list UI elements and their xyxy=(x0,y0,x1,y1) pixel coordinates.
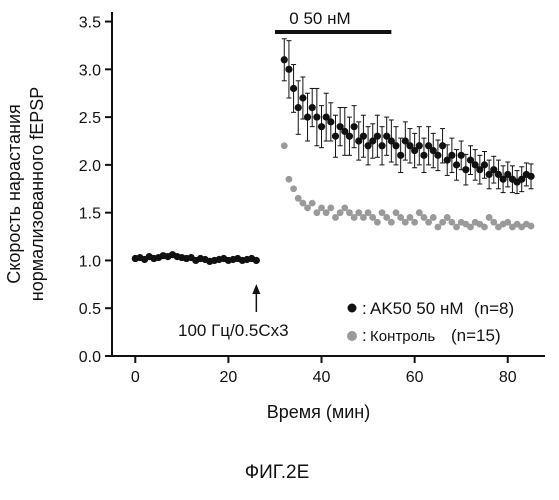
data-point-ak50 xyxy=(253,257,260,264)
data-point-ak50 xyxy=(309,104,316,111)
data-point-ak50 xyxy=(295,104,302,111)
x-tick-label: 60 xyxy=(406,369,424,386)
data-point-control xyxy=(286,176,293,183)
stimulus-label: 100 Гц/0.5Сх3 xyxy=(178,321,289,340)
legend-colon-control: : xyxy=(362,326,367,345)
data-point-ak50 xyxy=(416,142,423,149)
y-tick-label: 0.0 xyxy=(79,349,101,366)
y-axis-ticks: 0.0 0.5 1.0 1.5 2.0 2.5 3.0 3.5 xyxy=(79,15,112,366)
figure-label: ФИГ.2E xyxy=(245,462,310,483)
data-point-control xyxy=(388,219,395,226)
stimulus-arrow-head xyxy=(252,284,260,294)
data-point-ak50 xyxy=(374,133,381,140)
data-point-control xyxy=(481,224,488,231)
data-point-ak50 xyxy=(290,85,297,92)
y-axis-title: Скорость нарастания нормализованного fEP… xyxy=(4,87,47,301)
y-tick-label: 3.5 xyxy=(79,15,101,32)
data-point-ak50 xyxy=(458,152,465,159)
y-tick-label: 0.5 xyxy=(79,301,101,318)
data-point-ak50 xyxy=(332,133,339,140)
y-axis-title-line-2: нормализованного fEPSP xyxy=(27,87,47,301)
data-point-control xyxy=(309,200,316,207)
legend-label-ak50: AK50 50 нМ xyxy=(370,299,464,318)
data-point-ak50 xyxy=(360,133,367,140)
legend-n-control: (n=15) xyxy=(451,326,501,345)
y-tick-label: 3.0 xyxy=(79,62,101,79)
data-point-control xyxy=(374,219,381,226)
y-tick-label: 2.0 xyxy=(79,158,101,175)
data-point-control xyxy=(528,223,535,230)
x-axis-title: Время (мин) xyxy=(267,402,371,422)
y-tick-label: 1.0 xyxy=(79,253,101,270)
y-tick-label: 2.5 xyxy=(79,110,101,127)
data-point-control xyxy=(430,214,437,221)
data-point-ak50 xyxy=(304,114,311,121)
data-point-ak50 xyxy=(281,56,288,63)
stimulus-marker: 100 Гц/0.5Сх3 xyxy=(178,284,289,340)
data-point-ak50 xyxy=(299,94,306,101)
data-point-ak50 xyxy=(434,152,441,159)
drug-bar-label: 0 50 нМ xyxy=(289,9,350,28)
data-point-ak50 xyxy=(448,152,455,159)
legend-marker-ak50 xyxy=(348,304,357,313)
data-point-ak50 xyxy=(285,66,292,73)
legend: : AK50 50 нМ (n=8) : Контроль (n=15) xyxy=(347,299,514,345)
x-tick-label: 40 xyxy=(313,369,331,386)
data-point-ak50 xyxy=(346,133,353,140)
data-point-control xyxy=(327,204,334,211)
legend-label-control: Контроль xyxy=(370,328,435,345)
series-points xyxy=(132,56,535,265)
data-point-ak50 xyxy=(378,142,385,149)
data-point-ak50 xyxy=(313,114,320,121)
data-point-ak50 xyxy=(527,173,534,180)
data-point-ak50 xyxy=(481,161,488,168)
legend-colon-ak50: : xyxy=(362,299,367,318)
data-point-control xyxy=(290,185,297,192)
data-point-ak50 xyxy=(397,152,404,159)
data-point-control xyxy=(281,142,288,149)
data-point-ak50 xyxy=(439,142,446,149)
drug-application-bar: 0 50 нМ xyxy=(275,9,391,32)
legend-n-ak50: (n=8) xyxy=(474,299,514,318)
data-point-ak50 xyxy=(327,118,334,125)
legend-marker-control xyxy=(347,331,357,341)
x-tick-label: 20 xyxy=(219,369,237,386)
data-point-ak50 xyxy=(351,123,358,130)
data-point-ak50 xyxy=(392,142,399,149)
data-point-ak50 xyxy=(462,166,469,173)
data-point-control xyxy=(411,219,418,226)
y-axis-title-line-1: Скорость нарастания xyxy=(4,104,24,284)
x-axis-ticks: 0 20 40 60 80 xyxy=(131,356,517,386)
x-tick-label: 80 xyxy=(499,369,517,386)
x-tick-label: 0 xyxy=(131,369,140,386)
data-point-ak50 xyxy=(420,152,427,159)
y-tick-label: 1.5 xyxy=(79,206,101,223)
data-point-ak50 xyxy=(453,161,460,168)
data-point-ak50 xyxy=(318,123,325,130)
